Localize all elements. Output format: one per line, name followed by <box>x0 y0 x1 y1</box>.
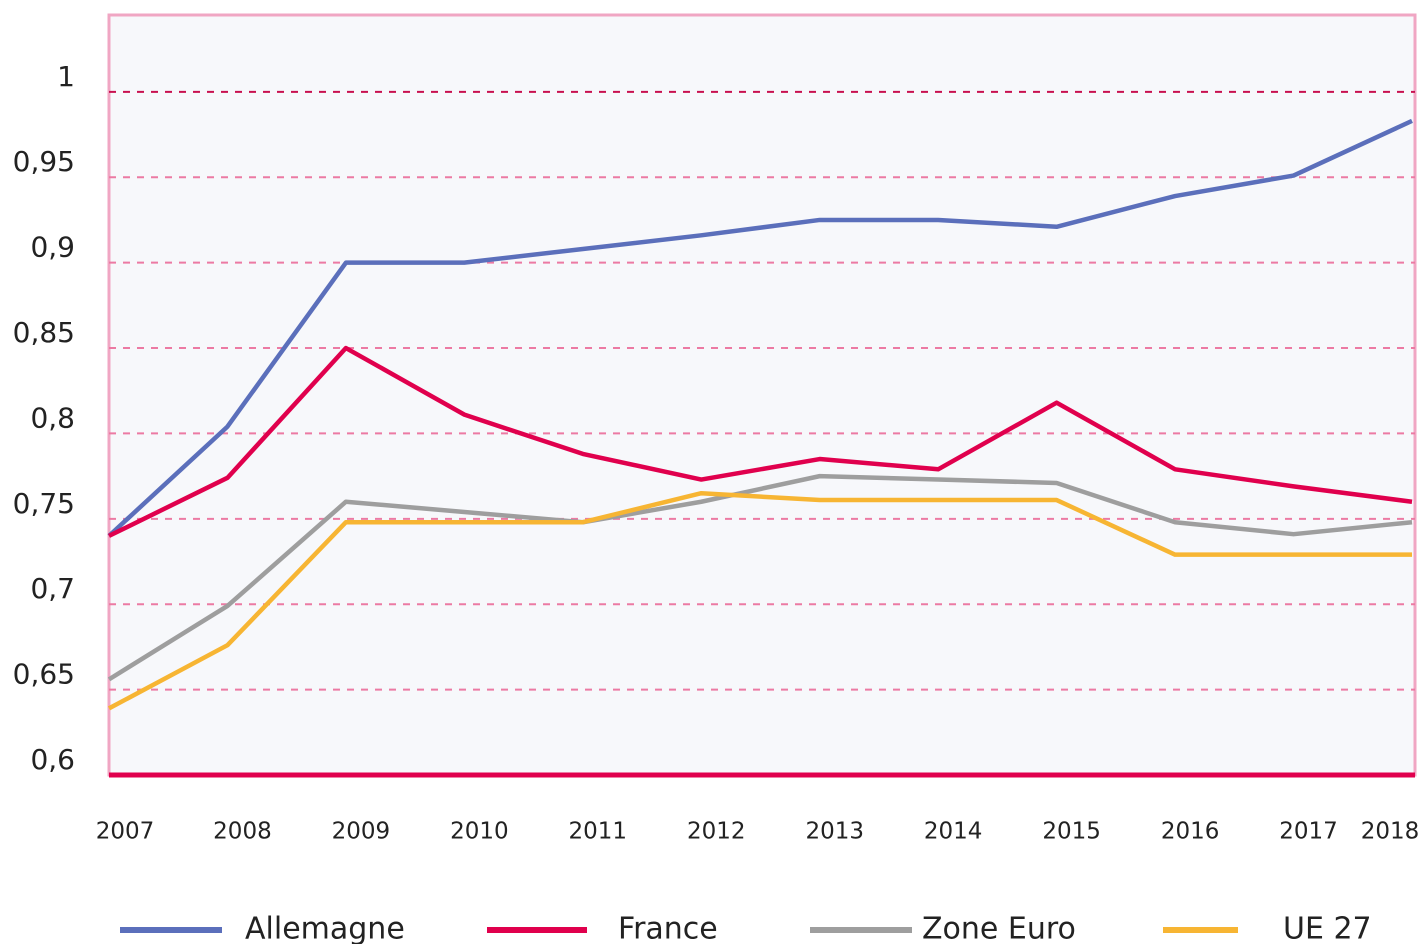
x-tick-label: 2007 <box>96 819 155 845</box>
x-tick-label: 2017 <box>1279 819 1338 845</box>
legend-label: France <box>618 912 718 944</box>
legend-label: Zone Euro <box>922 912 1076 944</box>
y-tick-label: 0,95 <box>13 145 75 178</box>
series-line <box>107 473 1413 682</box>
series-line <box>107 118 1413 538</box>
y-tick-label: 0,9 <box>30 231 75 264</box>
x-tick-label: 2016 <box>1161 819 1220 845</box>
y-tick-label: 0,8 <box>30 401 75 434</box>
x-tick-label: 2010 <box>450 819 509 845</box>
x-tick-label: 2011 <box>569 819 628 845</box>
x-tick-label: 2009 <box>332 819 391 845</box>
series-line <box>108 345 1413 538</box>
x-tick-label: 2015 <box>1042 819 1101 845</box>
legend-label: Allemagne <box>245 912 405 944</box>
y-tick-label: 0,7 <box>30 572 75 605</box>
legend-label: UE 27 <box>1283 912 1372 944</box>
y-tick-label: 1 <box>57 60 75 93</box>
series-line <box>107 490 1412 711</box>
y-tick-label: 0,75 <box>13 487 75 520</box>
x-tick-label: 2018 <box>1361 819 1420 845</box>
y-tick-label: 0,6 <box>30 743 75 776</box>
x-tick-label: 2014 <box>924 819 983 845</box>
plot-area <box>107 13 1417 777</box>
x-tick-label: 2013 <box>805 819 864 845</box>
x-tick-label: 2012 <box>687 819 746 845</box>
y-tick-label: 0,65 <box>13 658 75 691</box>
x-tick-label: 2008 <box>213 819 272 845</box>
y-tick-label: 0,85 <box>13 316 75 349</box>
